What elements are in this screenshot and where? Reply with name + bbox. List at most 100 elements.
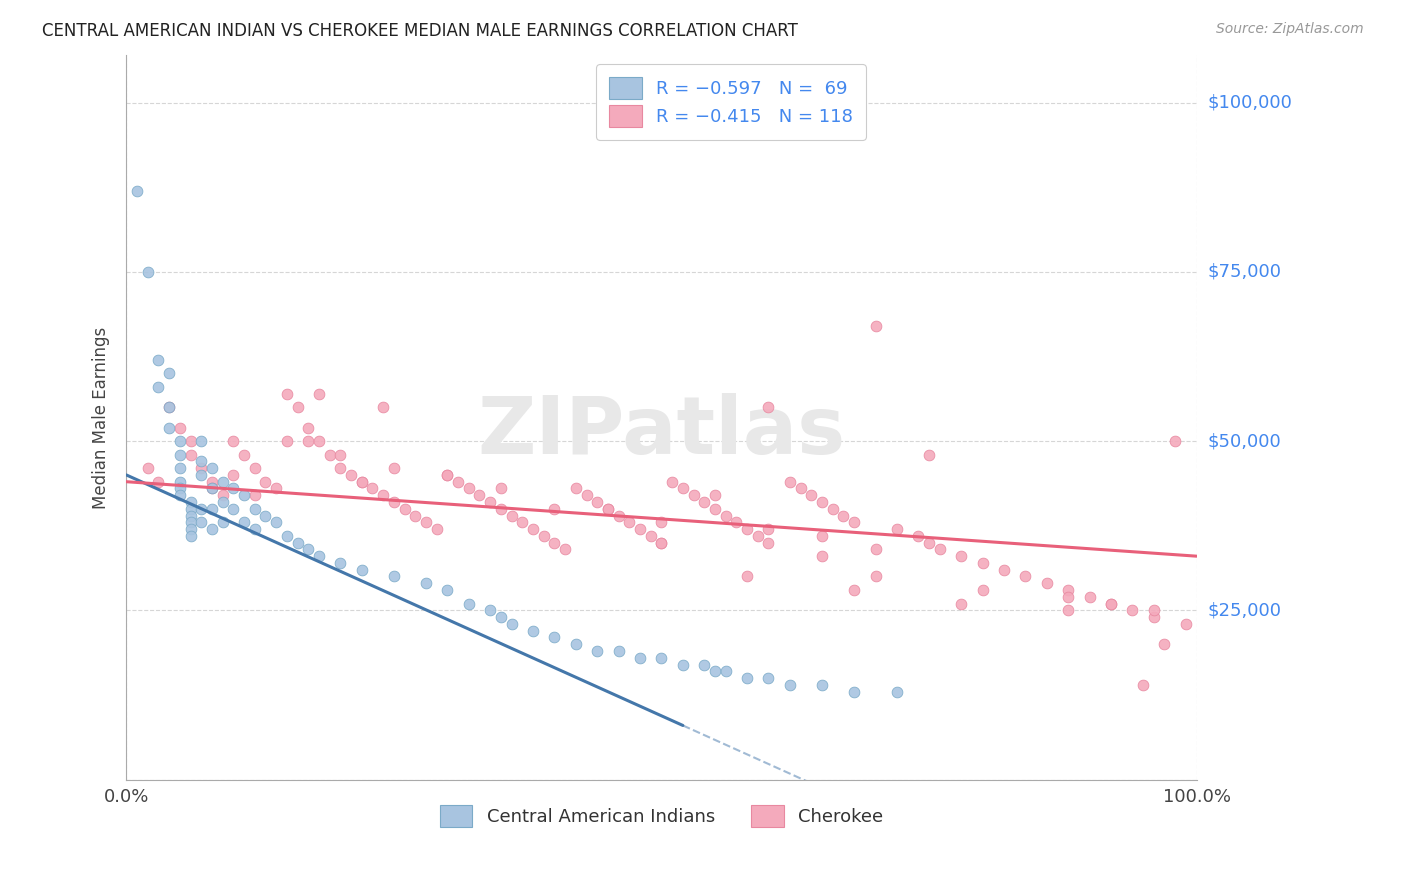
Point [169, 448, 191, 462]
Point [479, 495, 502, 509]
Point [222, 482, 245, 496]
Point [811, 678, 834, 692]
Y-axis label: Median Male Earnings: Median Male Earnings [93, 326, 110, 508]
Point [148, 352, 170, 367]
Point [169, 461, 191, 475]
Point [1057, 582, 1080, 597]
Point [1014, 569, 1036, 583]
Point [543, 501, 565, 516]
Point [233, 516, 256, 530]
Point [811, 529, 834, 543]
Point [993, 563, 1015, 577]
Point [373, 401, 395, 415]
Point [865, 542, 887, 557]
Point [714, 665, 737, 679]
Point [735, 522, 758, 536]
Point [276, 434, 298, 448]
Point [1121, 603, 1143, 617]
Point [169, 488, 191, 502]
Point [180, 495, 202, 509]
Point [1164, 434, 1187, 448]
Point [264, 516, 287, 530]
Point [157, 401, 180, 415]
Point [190, 467, 212, 482]
Point [180, 501, 202, 516]
Point [169, 475, 191, 489]
Point [1099, 597, 1122, 611]
Point [148, 380, 170, 394]
Point [287, 535, 309, 549]
Point [254, 508, 277, 523]
Point [329, 461, 352, 475]
Point [800, 488, 823, 502]
Point [243, 522, 266, 536]
Point [361, 482, 384, 496]
Point [169, 482, 191, 496]
Point [779, 475, 801, 489]
Point [1143, 610, 1166, 624]
Point [169, 420, 191, 434]
Point [157, 420, 180, 434]
Point [565, 482, 588, 496]
Point [489, 501, 512, 516]
Point [350, 563, 373, 577]
Point [180, 516, 202, 530]
Point [373, 488, 395, 502]
Point [972, 556, 994, 570]
Point [457, 482, 479, 496]
Point [596, 501, 619, 516]
Point [842, 582, 865, 597]
Point [725, 516, 748, 530]
Point [297, 434, 319, 448]
Point [714, 508, 737, 523]
Text: $50,000: $50,000 [1208, 432, 1281, 450]
Point [972, 582, 994, 597]
Point [704, 665, 727, 679]
Point [886, 522, 908, 536]
Point [565, 637, 588, 651]
Point [682, 488, 704, 502]
Point [254, 475, 277, 489]
Point [180, 522, 202, 536]
Point [886, 684, 908, 698]
Text: Source: ZipAtlas.com: Source: ZipAtlas.com [1216, 22, 1364, 37]
Point [735, 569, 758, 583]
Point [747, 529, 769, 543]
Point [533, 529, 555, 543]
Point [190, 461, 212, 475]
Point [340, 467, 363, 482]
Point [704, 501, 727, 516]
Point [950, 597, 973, 611]
Point [650, 650, 672, 665]
Point [628, 650, 651, 665]
Point [501, 616, 523, 631]
Point [543, 535, 565, 549]
Point [148, 475, 170, 489]
Point [415, 576, 437, 591]
Point [426, 522, 449, 536]
Point [554, 542, 576, 557]
Point [211, 475, 233, 489]
Point [672, 657, 695, 672]
Point [233, 448, 256, 462]
Point [308, 386, 330, 401]
Point [758, 401, 780, 415]
Point [180, 448, 202, 462]
Point [201, 501, 224, 516]
Text: CENTRAL AMERICAN INDIAN VS CHEROKEE MEDIAN MALE EARNINGS CORRELATION CHART: CENTRAL AMERICAN INDIAN VS CHEROKEE MEDI… [42, 22, 799, 40]
Point [243, 501, 266, 516]
Text: $25,000: $25,000 [1208, 601, 1282, 619]
Point [180, 529, 202, 543]
Point [543, 631, 565, 645]
Point [447, 475, 470, 489]
Point [821, 501, 844, 516]
Point [243, 461, 266, 475]
Point [650, 516, 672, 530]
Point [1078, 590, 1101, 604]
Point [779, 678, 801, 692]
Point [201, 482, 224, 496]
Point [211, 516, 233, 530]
Point [415, 516, 437, 530]
Point [586, 644, 609, 658]
Point [457, 597, 479, 611]
